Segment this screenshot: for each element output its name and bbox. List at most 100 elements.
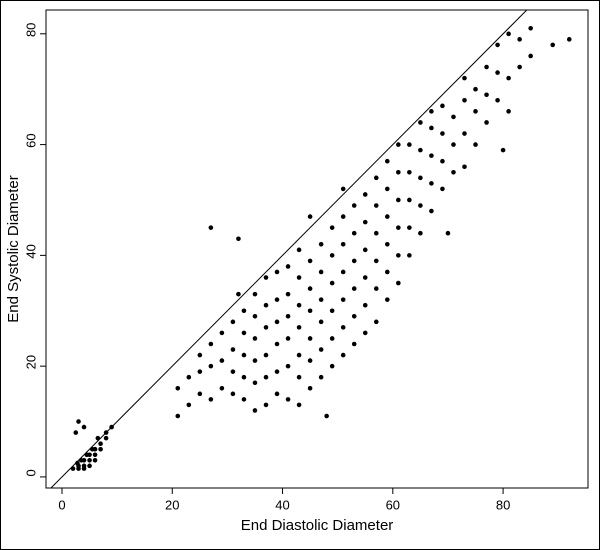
point	[186, 402, 192, 408]
point	[75, 460, 80, 466]
point	[418, 203, 423, 208]
point	[340, 269, 346, 275]
point	[506, 109, 511, 114]
point	[517, 64, 522, 70]
point	[550, 42, 556, 48]
point	[197, 369, 203, 374]
point	[296, 275, 302, 280]
point	[296, 374, 302, 380]
point	[500, 147, 506, 153]
point	[296, 352, 302, 358]
point	[329, 336, 335, 341]
point	[208, 363, 214, 369]
point	[318, 241, 324, 247]
point	[307, 286, 313, 291]
point	[197, 391, 203, 397]
point	[274, 369, 280, 374]
point	[495, 97, 500, 103]
point	[329, 308, 335, 314]
point	[362, 275, 368, 280]
point	[329, 280, 335, 286]
point	[296, 402, 302, 408]
point	[462, 97, 467, 103]
point	[528, 53, 533, 59]
point	[236, 236, 241, 242]
point	[285, 264, 291, 269]
point	[252, 291, 258, 297]
point	[385, 297, 390, 302]
point	[385, 241, 390, 247]
point	[90, 446, 95, 452]
point	[362, 219, 368, 225]
point	[76, 466, 81, 471]
point	[373, 203, 379, 208]
point	[241, 397, 247, 402]
y-tick-label: 0	[23, 469, 38, 476]
point	[506, 75, 511, 81]
point	[318, 374, 324, 380]
point	[340, 325, 346, 330]
point	[385, 269, 390, 275]
point	[396, 280, 401, 286]
point	[440, 131, 445, 136]
point	[219, 358, 225, 363]
point	[506, 31, 511, 37]
point	[362, 330, 368, 336]
plot-frame	[45, 9, 589, 489]
point	[241, 308, 247, 314]
point	[351, 313, 357, 319]
point	[252, 336, 258, 341]
point	[263, 352, 269, 358]
point	[81, 424, 87, 430]
point	[81, 466, 87, 471]
y-tick-label: 40	[23, 244, 38, 258]
point	[566, 37, 572, 42]
point	[307, 358, 313, 363]
point	[429, 109, 434, 114]
point	[340, 241, 346, 247]
point	[373, 230, 379, 236]
point	[445, 230, 451, 236]
point	[429, 153, 434, 158]
point	[517, 37, 522, 42]
point	[340, 214, 346, 219]
x-tick-label: 60	[386, 497, 400, 512]
point	[252, 408, 258, 413]
point	[396, 169, 401, 175]
point	[230, 319, 236, 325]
point	[329, 363, 335, 369]
point	[186, 374, 192, 380]
point	[175, 413, 181, 419]
y-tick-label: 20	[23, 355, 38, 369]
y-tick-label: 60	[23, 133, 38, 147]
point	[95, 435, 101, 441]
point	[230, 347, 236, 352]
point	[440, 158, 445, 164]
point	[285, 363, 291, 369]
point	[318, 319, 324, 325]
point	[351, 230, 357, 236]
point	[451, 142, 456, 147]
point	[208, 225, 214, 230]
point	[495, 70, 500, 75]
point	[440, 186, 445, 192]
point	[396, 142, 401, 147]
point	[274, 319, 280, 325]
point	[373, 286, 379, 291]
point	[78, 458, 84, 463]
point	[285, 291, 291, 297]
point	[307, 336, 313, 341]
point	[385, 158, 390, 164]
point	[484, 64, 489, 70]
point	[484, 120, 489, 125]
point	[87, 458, 92, 463]
point	[263, 275, 269, 280]
point	[462, 164, 467, 170]
point	[241, 330, 247, 336]
point	[92, 458, 98, 463]
point	[451, 169, 456, 175]
point	[307, 258, 313, 264]
